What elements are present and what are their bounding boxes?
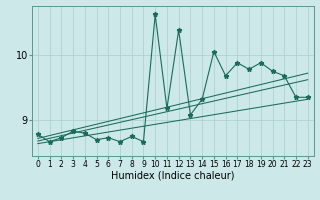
X-axis label: Humidex (Indice chaleur): Humidex (Indice chaleur) [111, 171, 235, 181]
